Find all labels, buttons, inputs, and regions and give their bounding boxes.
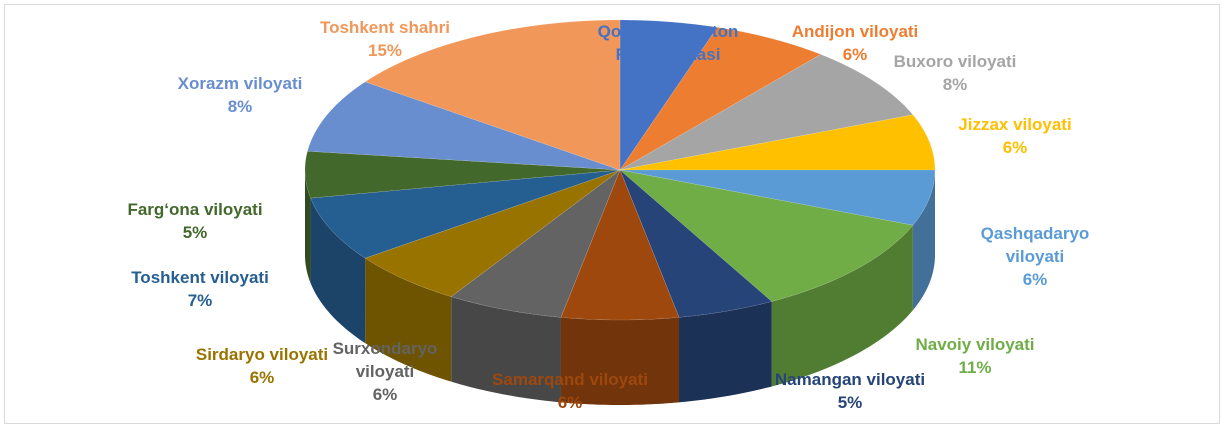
value-label: 11%: [958, 358, 992, 377]
slice-side: [451, 296, 561, 403]
value-label: 5%: [837, 393, 863, 412]
slice-side: [771, 225, 913, 387]
category-name: Buxoro viloyati: [893, 52, 1017, 71]
slice-label: Toshkent viloyati 7%: [105, 266, 295, 312]
category-name: Qoraqalpog‘iston Respublikasi: [597, 22, 739, 64]
slice-label: Qoraqalpog‘iston Respublikasi 5%: [568, 20, 768, 89]
value-label: 8%: [227, 97, 253, 116]
slice-label: Buxoro viloyati 8%: [870, 50, 1040, 96]
value-label: 5%: [182, 223, 208, 242]
slice: [364, 169, 621, 297]
slice-side: [305, 170, 311, 284]
value-label: 6%: [372, 385, 398, 404]
category-name: Samarqand viloyati: [492, 370, 648, 389]
slice-label: Xorazm viloyati 8%: [155, 72, 325, 118]
slice: [619, 169, 936, 226]
slice: [619, 54, 914, 171]
slice-label: Jizzax viloyati 6%: [930, 113, 1100, 159]
category-name: Toshkent viloyati: [131, 268, 269, 287]
slice-side: [365, 258, 452, 382]
slice: [310, 169, 621, 259]
slice: [450, 169, 621, 318]
value-label: 6%: [842, 45, 868, 64]
slice-label: Sirdaryo viloyati 6%: [177, 343, 347, 389]
category-name: Navoiy viloyati: [915, 335, 1035, 354]
slice-label: Andijon viloyati 6%: [770, 20, 940, 66]
slice-label: Namangan viloyati 5%: [755, 368, 945, 414]
slice: [619, 169, 773, 318]
slice-label: Farg‘ona viloyati 5%: [100, 198, 290, 244]
slice-label: Navoiy viloyati 11%: [890, 333, 1060, 379]
category-name: Sirdaryo viloyati: [195, 345, 329, 364]
category-name: Toshkent shahri: [319, 18, 451, 37]
slice-side: [912, 170, 935, 311]
slice-side: [560, 317, 680, 405]
value-label: 6%: [1002, 138, 1028, 157]
slice-label: Surxondaryo viloyati 6%: [310, 337, 460, 406]
slice-label: Toshkent shahri 15%: [300, 16, 470, 62]
category-name: Qashqadaryo viloyati: [980, 224, 1090, 266]
slice-label: Samarqand viloyati 6%: [460, 368, 680, 414]
value-label: 7%: [187, 291, 213, 310]
slice-side: [679, 301, 772, 403]
slice: [619, 19, 718, 171]
slice: [364, 19, 621, 171]
category-name: Farg‘ona viloyati: [127, 200, 263, 219]
value-label: 6%: [249, 368, 275, 387]
category-name: Namangan viloyati: [774, 370, 926, 389]
value-label: 8%: [942, 75, 968, 94]
category-name: Jizzax viloyati: [958, 115, 1072, 134]
slice: [619, 114, 936, 171]
slice-side: [310, 198, 366, 344]
category-name: Andijon viloyati: [791, 22, 919, 41]
slice-label: Qashqadaryo viloyati 6%: [960, 222, 1110, 291]
value-label: 6%: [1022, 270, 1048, 289]
slice: [619, 27, 822, 171]
chart-frame: [4, 4, 1220, 424]
value-label: 6%: [557, 393, 583, 412]
slice: [619, 169, 914, 302]
value-label: 15%: [367, 41, 403, 60]
value-label: 5%: [655, 68, 681, 87]
category-name: Surxondaryo viloyati: [332, 339, 438, 381]
slice: [304, 150, 621, 199]
slice: [560, 169, 680, 321]
slice: [307, 81, 621, 171]
category-name: Xorazm viloyati: [177, 74, 303, 93]
